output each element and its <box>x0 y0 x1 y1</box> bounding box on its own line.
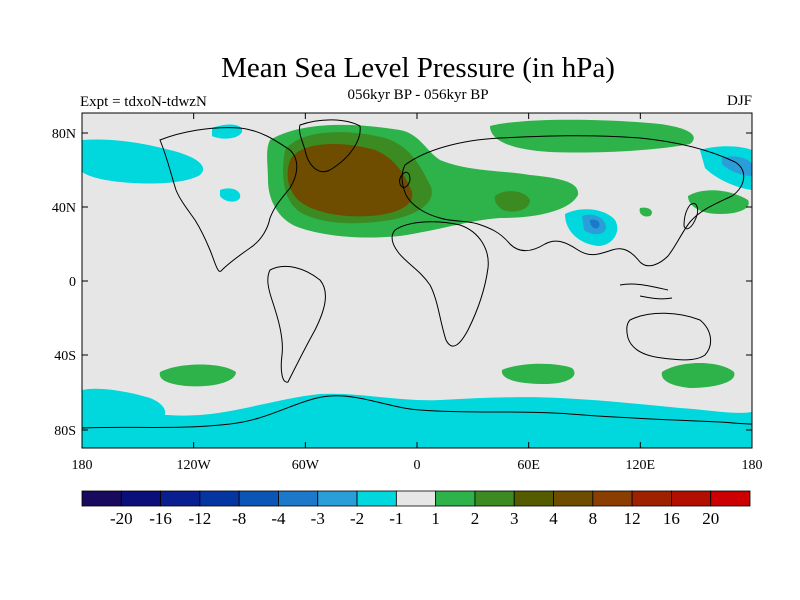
colorbar-label: 12 <box>624 509 641 528</box>
colorbar-label: 3 <box>510 509 519 528</box>
anomaly-cyan-rockies <box>220 188 241 202</box>
coastline-uk <box>399 171 411 188</box>
latitude-axis: 80N 40N 0 40S 80S <box>52 127 752 439</box>
map-plot-area <box>81 112 753 449</box>
coastline-africa <box>391 221 489 347</box>
lon-tick-label: 60W <box>292 458 320 473</box>
lat-tick-label: 0 <box>69 275 76 290</box>
anomaly-blue-east-asia <box>722 156 752 176</box>
colorbar-label: 4 <box>549 509 558 528</box>
lon-tick-label: 120W <box>177 458 212 473</box>
colorbar-swatch <box>592 490 633 507</box>
coastlines <box>82 119 752 429</box>
colorbar-swatch <box>553 490 594 507</box>
colorbar-swatch <box>238 490 279 507</box>
colorbar-swatch <box>631 490 672 507</box>
longitude-axis: 180 120W 60W 0 60E 120E 180 <box>72 113 763 473</box>
colorbar-swatch <box>671 490 712 507</box>
colorbar-label: 16 <box>663 509 680 528</box>
colorbar-label: 20 <box>702 509 719 528</box>
anomaly-green-southeast-pacific <box>159 364 236 387</box>
colorbar-label: -12 <box>189 509 212 528</box>
lon-tick-label: 120E <box>626 458 656 473</box>
colorbar-label: -4 <box>271 509 286 528</box>
colorbar-label: 8 <box>589 509 598 528</box>
map-title: Mean Sea Level Pressure (in hPa) <box>221 52 615 84</box>
coastline-antarctica <box>82 395 752 429</box>
anomaly-darkblue-tibet <box>590 219 600 229</box>
lat-tick-label: 40N <box>52 201 76 216</box>
colorbar-label: -1 <box>389 509 403 528</box>
colorbar-swatch <box>435 490 476 507</box>
anomaly-cyan-southern-ocean <box>82 393 752 448</box>
colorbar-swatch <box>395 490 437 507</box>
colorbar-label: -2 <box>350 509 364 528</box>
lat-tick-label: 80S <box>54 424 76 439</box>
colorbar-label: -20 <box>110 509 133 528</box>
anomaly-green-east-siberia <box>639 207 652 217</box>
colorbar-label: -8 <box>232 509 246 528</box>
colorbar-swatch <box>474 490 515 507</box>
colorbar-label: 2 <box>471 509 480 528</box>
colorbar-label: -16 <box>149 509 172 528</box>
coastline-south-america <box>267 265 326 383</box>
anomaly-green-south-atlantic <box>501 363 575 384</box>
coastline-greenland <box>299 119 361 173</box>
lon-tick-label: 180 <box>72 458 93 473</box>
experiment-label: Expt = tdxoN-tdwzN <box>80 94 207 110</box>
colorbar-label: 1 <box>431 509 440 528</box>
lon-tick-label: 0 <box>414 458 421 473</box>
coastline-japan <box>683 203 699 230</box>
anomaly-olive-east-europe <box>494 191 530 212</box>
colorbar-swatch <box>81 490 122 507</box>
anomaly-cyan-south-pacific <box>82 388 166 424</box>
colorbar-swatch <box>199 490 240 507</box>
lat-tick-label: 40S <box>54 349 76 364</box>
map-subtitle: 056kyr BP - 056kyr BP <box>347 87 489 103</box>
colorbar-swatch <box>317 490 358 507</box>
colorbar-swatch <box>356 490 397 507</box>
colorbar-label: -3 <box>311 509 325 528</box>
pressure-anomaly-fields <box>82 119 752 448</box>
season-label: DJF <box>726 93 752 109</box>
anomaly-cyan-north-pacific <box>82 139 204 184</box>
coastline-north-america <box>159 127 298 272</box>
coastline-indonesia <box>619 283 673 300</box>
coastline-australia <box>626 312 712 361</box>
colorbar: -20 -16 -12 -8 -4 -3 -2 -1 1 2 3 4 8 12 16 20 <box>81 490 751 528</box>
colorbar-swatch <box>160 490 201 507</box>
lon-tick-label: 60E <box>517 458 540 473</box>
anomaly-brown-north-atlantic <box>287 144 413 217</box>
colorbar-swatch <box>120 490 161 507</box>
coastline-eurasia <box>401 135 745 267</box>
lat-tick-label: 80N <box>52 127 76 142</box>
colorbar-swatch <box>710 490 751 507</box>
colorbar-swatch <box>513 490 554 507</box>
colorbar-swatch <box>278 490 319 507</box>
anomaly-green-south-indian <box>661 363 735 388</box>
lon-tick-label: 180 <box>742 458 763 473</box>
